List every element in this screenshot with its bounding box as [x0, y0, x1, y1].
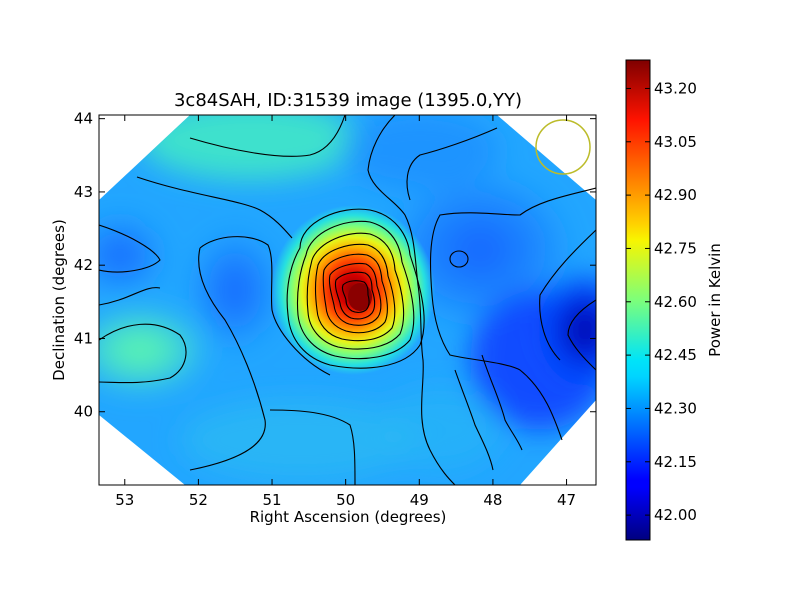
y-axis-label: Declination (degrees)	[50, 219, 68, 381]
colorbar-tick-label: 42.45	[654, 346, 697, 364]
y-tick-label: 41	[74, 329, 93, 347]
peak-core	[348, 283, 372, 311]
colorbar-tick-label: 42.60	[654, 293, 697, 311]
colorbar-gradient	[625, 59, 651, 541]
x-tick-label: 48	[483, 491, 502, 509]
chart-title: 3c84SAH, ID:31539 image (1395.0,YY)	[174, 90, 522, 111]
colorbar-ticks: 42.00 42.15 42.30 42.45 42.60 42.75 42.90 43.05…	[626, 79, 697, 524]
x-tick-label: 53	[115, 491, 134, 509]
colorbar-label: Power in Kelvin	[706, 243, 724, 357]
x-tick-label: 49	[410, 491, 429, 509]
plot-frame	[98, 114, 597, 486]
colorbar-tick-label: 42.90	[654, 186, 697, 204]
colorbar-tick-label: 42.15	[654, 453, 697, 471]
colorbar-tick-label: 42.00	[654, 506, 697, 524]
y-tick-label: 44	[74, 110, 93, 128]
x-tick-label: 50	[336, 491, 355, 509]
heatmap-plot: 53 52 51 50 49 48 47 40 41 42 43 44	[74, 110, 597, 509]
colorbar: 42.00 42.15 42.30 42.45 42.60 42.75 42.90 43.05…	[625, 59, 724, 541]
colorbar-tick-label: 42.30	[654, 399, 697, 417]
y-tick-label: 40	[74, 403, 93, 421]
heatmap-field	[99, 115, 596, 485]
x-tick-label: 47	[557, 491, 576, 509]
colorbar-tick-label: 43.05	[654, 133, 697, 151]
y-tick-label: 43	[74, 183, 93, 201]
x-tick-label: 51	[262, 491, 281, 509]
y-tick-label: 42	[74, 256, 93, 274]
colorbar-tick-label: 42.75	[654, 239, 697, 257]
x-tick-label: 52	[189, 491, 208, 509]
x-axis-label: Right Ascension (degrees)	[250, 508, 447, 526]
y-axis-ticks: 40 41 42 43 44	[74, 110, 596, 421]
contour-lines	[99, 115, 596, 485]
beam-marker	[535, 119, 591, 175]
colorbar-tick-label: 43.20	[654, 79, 697, 97]
x-axis-ticks: 53 52 51 50 49 48 47	[115, 115, 576, 509]
